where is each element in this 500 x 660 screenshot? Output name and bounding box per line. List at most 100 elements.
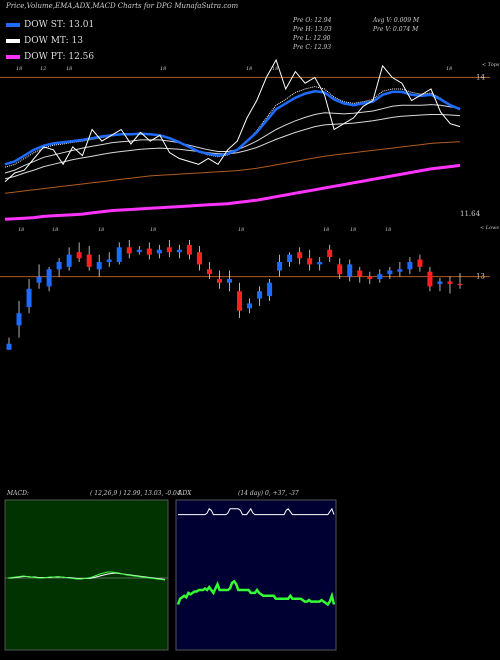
candle-down (196, 252, 202, 265)
candle-up (16, 313, 22, 326)
top-tick-label: 18 (16, 66, 22, 72)
page-title: Price,Volume,EMA,ADX,MACD Charts for DPG… (6, 2, 239, 10)
legend-label-dow-st: DOW ST: 13.01 (24, 20, 95, 30)
pre-volume: Pre V: 0.074 M (373, 26, 419, 33)
low-tick-label: 18 (350, 227, 356, 233)
candle-down (337, 264, 343, 275)
top-tick-label: 18 (446, 66, 452, 72)
candle-up (317, 261, 323, 265)
adx-panel-background (175, 499, 337, 651)
top-tick-label: 12 (40, 66, 46, 72)
candle-up (156, 249, 162, 254)
adx-panel (176, 507, 336, 607)
candle-down (427, 271, 433, 287)
candle-down (417, 259, 423, 267)
candle-up (36, 276, 42, 283)
level-label-11-64: 11.64 (460, 210, 481, 218)
candle-up (387, 270, 393, 275)
legend-dow-st: DOW ST: 13.01 (6, 20, 94, 30)
low-tick-label: 18 (18, 227, 24, 233)
ohlc-high: Pre H: 13.03 (293, 26, 332, 33)
ema-dotted-line (4, 86, 461, 168)
candle-up (6, 343, 12, 350)
candle-reference-label: 13 (476, 273, 485, 281)
candlestick-panel: 13 (0, 240, 490, 350)
macd-title: MACD: (7, 490, 29, 497)
lows-label: < Lows (480, 225, 499, 231)
candle-up (407, 261, 413, 270)
top-tick-label: 18 (272, 66, 278, 72)
macd-panel (5, 571, 168, 581)
candle-up (267, 282, 273, 297)
ohlc-low: Pre L: 12.90 (293, 35, 331, 42)
ohlc-close: Pre C: 12.93 (293, 44, 332, 51)
ema-mid-upper-line (4, 104, 461, 174)
level-label-14: 14 (476, 73, 485, 81)
tops-label: < Tops (482, 62, 500, 68)
ohlc-open: Pre O: 12.94 (293, 17, 332, 24)
low-tick-label: 18 (323, 227, 329, 233)
candle-up (46, 269, 52, 287)
legend-swatch-dow-mt (6, 39, 20, 43)
adx-title: ADX (178, 490, 192, 497)
candle-up (377, 274, 383, 280)
legend-label-dow-mt: DOW MT: 13 (24, 36, 83, 46)
legend-dow-mt: DOW MT: 13 (6, 36, 83, 46)
candle-up (287, 254, 293, 262)
adx-line (176, 579, 336, 607)
top-tick-label: 18 (66, 66, 72, 72)
candle-down (216, 279, 222, 283)
candle-down (86, 254, 92, 267)
candle-up (26, 288, 32, 308)
top-tick-label: 18 (246, 66, 252, 72)
candle-up (136, 249, 142, 253)
candle-down (237, 291, 243, 311)
candle-down (126, 247, 132, 254)
candle-up (96, 261, 102, 270)
candle-up (56, 261, 62, 270)
low-tick-label: 18 (385, 227, 391, 233)
candle-up (277, 261, 283, 271)
candle-down (307, 258, 313, 265)
candle-up (226, 279, 232, 283)
candle-up (257, 291, 263, 299)
ema-pt-line (4, 163, 461, 221)
adx-params: (14 day) 0, +37, -37 (238, 490, 299, 497)
candle-down (166, 247, 172, 253)
candle-up (106, 259, 112, 262)
low-tick-label: 18 (98, 227, 104, 233)
ema-long-line (4, 141, 461, 194)
low-tick-label: 18 (238, 227, 244, 233)
candle-up (347, 264, 353, 277)
candle-up (116, 247, 122, 262)
candle-down (76, 252, 82, 259)
candle-down (186, 244, 192, 255)
ema-mid-lower-line (4, 114, 461, 180)
candle-up (437, 281, 443, 284)
candle-up (247, 303, 253, 309)
candle-down (297, 252, 303, 259)
candle-down (367, 276, 373, 280)
macd-line (7, 571, 166, 581)
candle-up (397, 269, 403, 272)
candle-up (66, 254, 72, 267)
macd-panel-background (4, 499, 169, 651)
candle-down (457, 283, 463, 286)
legend-swatch-dow-pt (6, 55, 20, 59)
macd-params: ( 12,26,9 ) 12.99, 13.03, -0.04 (90, 490, 181, 497)
price-ema-panel: 14 11.64 < Tops < Lows 18 12 18 18 18 18 18 18 18 18 1… (0, 58, 500, 233)
price-line (4, 58, 461, 183)
candle-down (206, 269, 212, 275)
adx-di-line (178, 507, 335, 516)
candle-down (447, 281, 453, 284)
legend-label-dow-pt: DOW PT: 12.56 (24, 52, 95, 62)
ema-short-line (4, 90, 461, 166)
legend-swatch-dow-st (6, 23, 20, 27)
candle-down (357, 270, 363, 277)
candle-up (176, 249, 182, 253)
avg-volume: Avg V: 0.009 M (373, 17, 420, 24)
candle-down (327, 249, 333, 258)
top-tick-label: 18 (160, 66, 166, 72)
candle-down (146, 248, 152, 255)
